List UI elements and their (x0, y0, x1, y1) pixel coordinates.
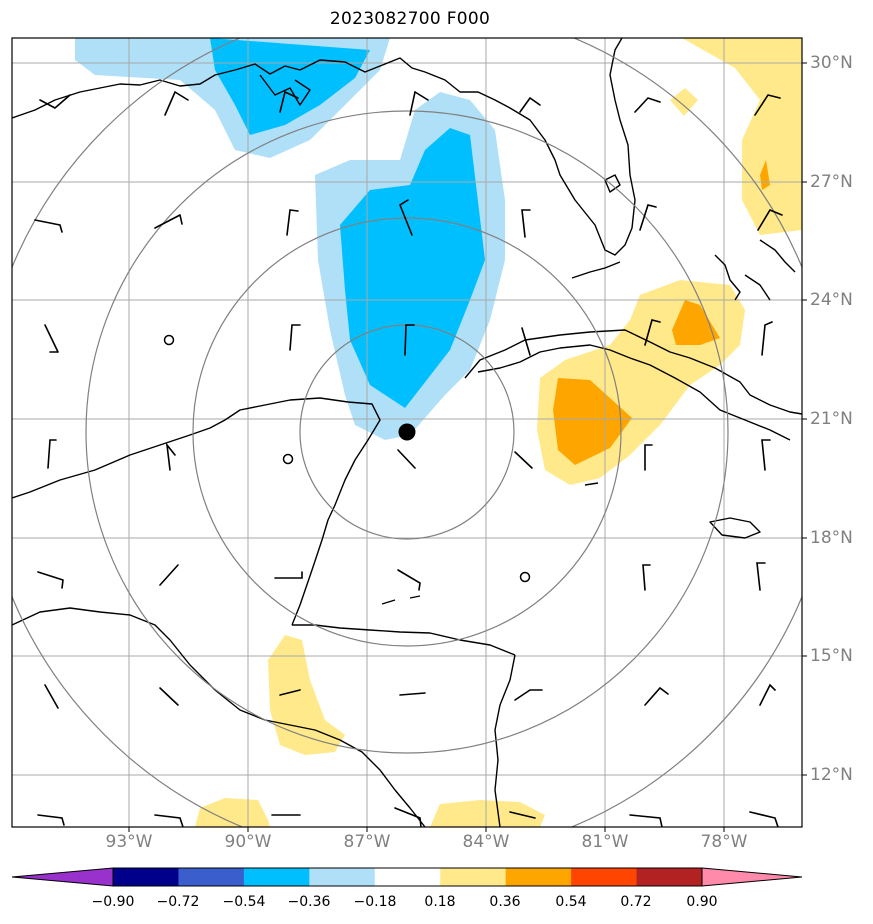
positive-anomaly-light (670, 88, 698, 116)
lat-label-15n: 15°N (810, 646, 853, 666)
coastlines (12, 38, 802, 827)
lat-label-21n: 21°N (810, 409, 853, 429)
colorbar-cell (440, 868, 507, 886)
graticule (12, 38, 802, 827)
colorbar-cell (505, 868, 572, 886)
lat-label-27n: 27°N (810, 172, 853, 192)
lon-label-84w: 84°W (462, 832, 510, 852)
colorbar-tick-label: 0.54 (555, 894, 587, 910)
positive-anomaly-light (682, 38, 802, 235)
colorbar-cell (243, 868, 310, 886)
lon-label-81w: 81°W (581, 832, 629, 852)
positive-anomaly-medium (672, 300, 720, 345)
colorbar-tick-label: 0.36 (489, 894, 521, 910)
negative-anomaly-medium (340, 128, 485, 408)
positive-anomaly-light (430, 800, 545, 827)
map-panel (11, 37, 807, 832)
colorbar-tick-label: −0.36 (287, 894, 331, 910)
positive-anomaly-medium (553, 378, 632, 465)
axis-ticks (128, 62, 807, 832)
lat-label-12n: 12°N (810, 765, 853, 785)
calm-wind-markers (163, 334, 531, 583)
lat-label-30n: 30°N (810, 53, 853, 73)
lat-label-24n: 24°N (810, 290, 853, 310)
colorbar-extend-low (12, 868, 113, 886)
colorbar-cell (178, 868, 245, 886)
colorbar-extend-high (702, 868, 802, 886)
lon-label-78w: 78°W (700, 832, 748, 852)
colorbar-tick-label: 0.90 (686, 894, 718, 910)
wind-barbs (34, 90, 783, 827)
colorbar-cell (309, 868, 376, 886)
colorbar-cell (374, 868, 441, 886)
positive-anomaly-light (195, 798, 270, 827)
colorbar-cell (571, 868, 638, 886)
colorbar-tick-label: 0.18 (424, 894, 456, 910)
anomaly-fill-layer (75, 38, 802, 827)
colorbar-tick-label: −0.90 (91, 894, 135, 910)
colorbar-tick-label: −0.72 (156, 894, 200, 910)
colorbar-tick-label: 0.72 (620, 894, 652, 910)
negative-anomaly-medium (210, 38, 370, 135)
colorbar-tick-label: −0.54 (222, 894, 266, 910)
lon-label-93w: 93°W (105, 832, 153, 852)
lon-label-90w: 90°W (224, 832, 272, 852)
colorbar-tick-label: −0.18 (353, 894, 397, 910)
distance-rings (12, 38, 802, 827)
colorbar-cell (113, 868, 179, 886)
map-frame (11, 37, 803, 828)
lat-label-18n: 18°N (810, 528, 853, 548)
map-title: 2023082700 F000 (329, 9, 491, 29)
colorbar-cell (636, 868, 703, 886)
lon-label-87w: 87°W (343, 832, 391, 852)
colorbar (11, 867, 803, 887)
storm-center-marker (398, 423, 416, 441)
